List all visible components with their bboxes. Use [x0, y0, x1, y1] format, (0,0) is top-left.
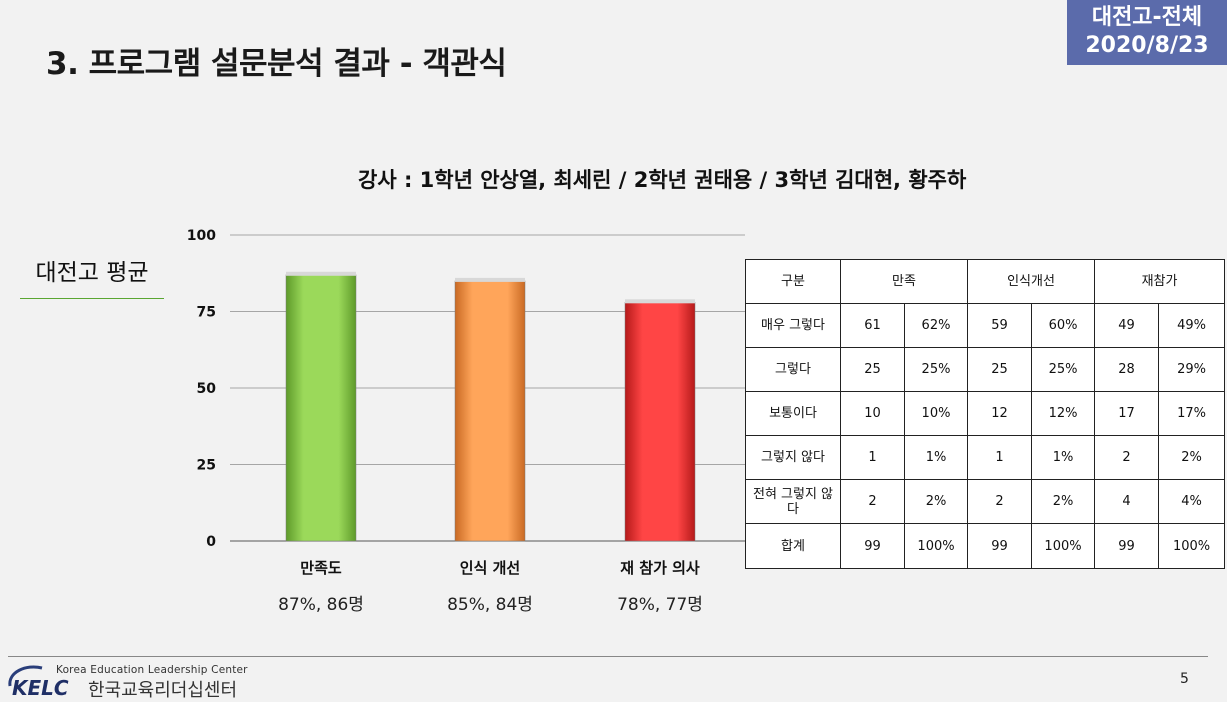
average-label: 대전고 평균	[20, 258, 164, 299]
page-title: 3. 프로그램 설문분석 결과 - 객관식	[46, 46, 507, 82]
table-cell: 49%	[1158, 303, 1226, 348]
header-satisfaction: 만족	[839, 259, 969, 304]
row-label: 그렇지 않다	[745, 435, 841, 480]
table-cell: 1%	[903, 435, 969, 480]
instructor-subtitle: 강사 : 1학년 안상열, 최세린 / 2학년 권태용 / 3학년 김대현, 황…	[358, 168, 967, 192]
row-label: 그렇다	[745, 347, 841, 392]
footer-divider	[8, 656, 1208, 657]
table-cell: 99	[967, 523, 1033, 569]
org-name-korean: 한국교육리더십센터	[88, 680, 238, 701]
table-cell: 62%	[903, 303, 969, 348]
bar-chart: 0 25 50 75 100 만족도 인식 개선 재 참가 의사	[187, 228, 745, 577]
table-cell: 2%	[1031, 479, 1096, 524]
table-header-row: 구분 만족 인식개선 재참가	[745, 259, 1226, 304]
category-label: 인식 개선	[460, 559, 520, 577]
category-label: 재 참가 의사	[620, 559, 700, 577]
caption-reparticipation: 78%, 77명	[617, 595, 703, 615]
survey-table: 구분 만족 인식개선 재참가 매우 그렇다 61 62% 59 60% 49 49% 그렇다 2…	[745, 259, 1226, 569]
table-row: 그렇다 25 25% 25 25% 28 29%	[745, 347, 1226, 392]
table-cell: 2	[1094, 435, 1160, 480]
table-cell: 10%	[903, 391, 969, 436]
table-cell: 100%	[1031, 523, 1096, 569]
category-label: 만족도	[300, 559, 342, 577]
table-cell: 25	[840, 347, 905, 392]
table-cell: 29%	[1158, 347, 1226, 392]
table-cell: 4%	[1158, 479, 1226, 524]
logo-text: KELC	[12, 676, 69, 698]
table-cell: 17	[1094, 391, 1160, 436]
row-label: 매우 그렇다	[745, 303, 841, 348]
badge-school: 대전고-전체	[1091, 5, 1203, 30]
table-cell: 2%	[1158, 435, 1226, 480]
table-cell: 61	[840, 303, 905, 348]
table-cell: 59	[967, 303, 1033, 348]
header-awareness: 인식개선	[967, 259, 1096, 304]
table-row: 합계 99 100% 99 100% 99 100%	[745, 523, 1226, 569]
table-cell: 25%	[1031, 347, 1096, 392]
table-cell: 100%	[1158, 523, 1226, 569]
table-cell: 28	[1094, 347, 1160, 392]
bar	[624, 302, 696, 542]
table-cell: 4	[1094, 479, 1160, 524]
table-row: 보통이다 10 10% 12 12% 17 17%	[745, 391, 1226, 436]
table-cell: 1	[840, 435, 905, 480]
y-tick-label: 0	[206, 534, 216, 550]
table-cell: 10	[840, 391, 905, 436]
page-number: 5	[1180, 671, 1189, 687]
kelc-logo: KELC	[8, 665, 69, 698]
table-cell: 99	[1094, 523, 1160, 569]
bar-top-edge	[455, 277, 525, 282]
header-reparticipation: 재참가	[1094, 259, 1226, 304]
table-cell: 2	[967, 479, 1033, 524]
table-cell: 2%	[903, 479, 969, 524]
row-label: 보통이다	[745, 391, 841, 436]
table-row: 그렇지 않다 1 1% 1 1% 2 2%	[745, 435, 1226, 480]
school-date-badge: 대전고-전체 2020/8/23	[1067, 0, 1227, 65]
table-row: 전혀 그렇지 않다 2 2% 2 2% 4 4%	[745, 479, 1226, 524]
bar	[454, 280, 526, 542]
table-cell: 100%	[903, 523, 969, 569]
caption-satisfaction: 87%, 86명	[278, 595, 364, 615]
header-category: 구분	[745, 259, 841, 304]
row-label: 합계	[745, 523, 841, 569]
table-cell: 60%	[1031, 303, 1096, 348]
table-cell: 49	[1094, 303, 1160, 348]
row-label: 전혀 그렇지 않다	[745, 479, 841, 524]
org-name-english: Korea Education Leadership Center	[56, 664, 248, 676]
table-cell: 2	[840, 479, 905, 524]
table-cell: 25	[967, 347, 1033, 392]
bar-top-edge	[286, 271, 356, 276]
table-cell: 1	[967, 435, 1033, 480]
table-row: 매우 그렇다 61 62% 59 60% 49 49%	[745, 303, 1226, 348]
y-tick-label: 75	[197, 305, 216, 321]
table-cell: 99	[840, 523, 905, 569]
table-cell: 1%	[1031, 435, 1096, 480]
y-tick-label: 100	[187, 228, 216, 244]
y-tick-label: 25	[197, 458, 216, 474]
table-cell: 25%	[903, 347, 969, 392]
badge-date: 2020/8/23	[1085, 33, 1209, 58]
bar-top-edge	[625, 299, 695, 304]
table-cell: 12%	[1031, 391, 1096, 436]
caption-awareness: 85%, 84명	[447, 595, 533, 615]
y-tick-label: 50	[197, 381, 217, 397]
table-cell: 12	[967, 391, 1033, 436]
table-cell: 17%	[1158, 391, 1226, 436]
bar	[285, 274, 357, 542]
